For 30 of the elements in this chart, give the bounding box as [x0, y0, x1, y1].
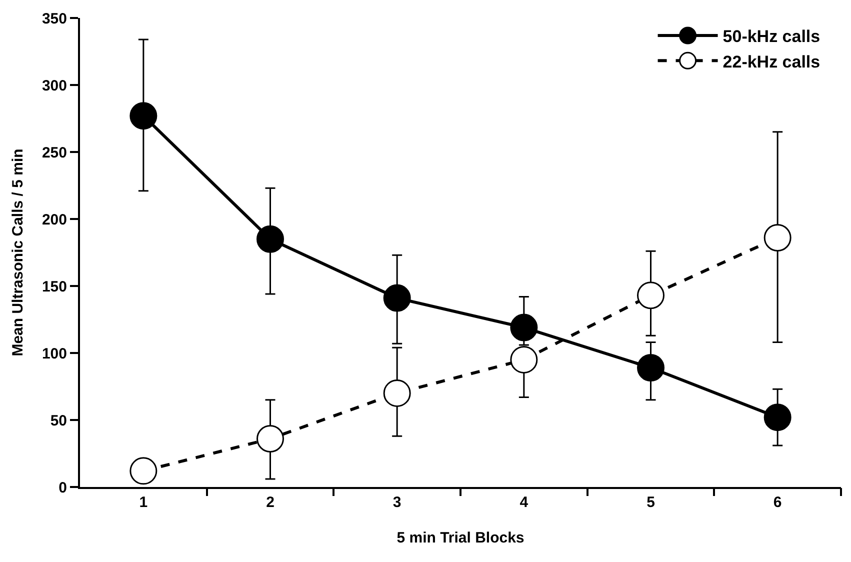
point [764, 224, 792, 252]
point [130, 102, 158, 130]
x-tick-label: 6 [773, 494, 782, 511]
point [256, 225, 284, 253]
x-tick-label: 1 [139, 494, 148, 511]
x-axis-title: 5 min Trial Blocks [396, 530, 524, 546]
y-tick-label: 250 [42, 144, 67, 162]
y-tick-label: 0 [58, 479, 67, 496]
point [383, 284, 411, 312]
point [130, 457, 158, 485]
y-tick-label: 150 [42, 278, 67, 296]
x-tick-label: 2 [266, 494, 274, 511]
legend-label: 50-kHz calls [722, 27, 820, 46]
point [510, 346, 538, 374]
point [637, 354, 664, 382]
y-tick-label: 350 [42, 10, 67, 28]
y-tick-label: 300 [42, 77, 67, 94]
point [510, 314, 538, 342]
y-axis-title: Mean Ultrasonic Calls / 5 min [10, 148, 27, 356]
y-tick-label: 100 [42, 345, 67, 362]
point [637, 282, 664, 310]
legend-label: 22-kHz calls [722, 52, 820, 72]
y-tick-label: 50 [50, 412, 67, 430]
x-tick-label: 4 [520, 494, 529, 511]
point [764, 404, 792, 432]
y-tick-label: 200 [42, 211, 67, 228]
x-tick-label: 5 [646, 494, 655, 511]
x-tick-label: 3 [392, 494, 402, 511]
point [383, 379, 411, 407]
point [256, 425, 284, 452]
